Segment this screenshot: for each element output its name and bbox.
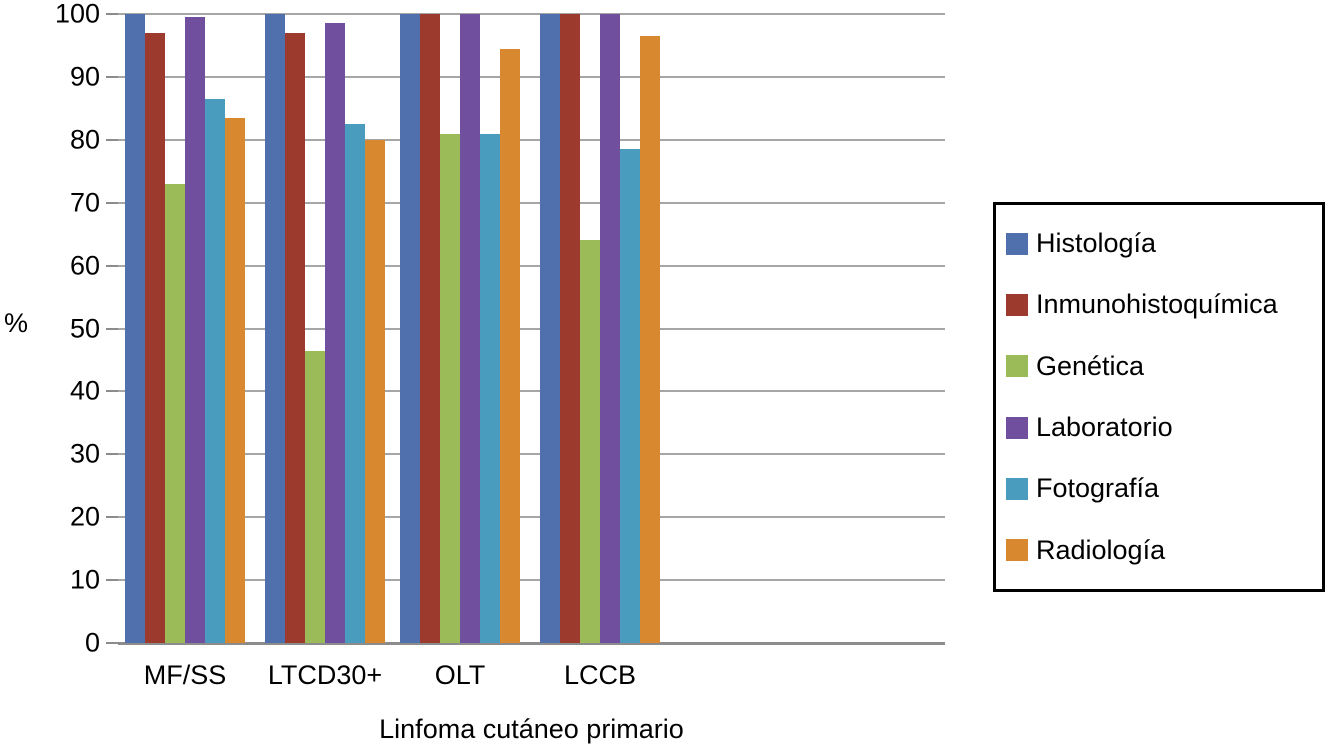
bar-laboratorio [325, 23, 345, 643]
y-tick-label: 100 [54, 0, 100, 29]
legend-label: Radiología [1036, 534, 1166, 565]
legend-swatch-icon [1006, 539, 1028, 562]
legend-item-inmunohistoqu-mica: Inmunohistoquímica [1006, 289, 1322, 320]
legend-item-radiolog-a: Radiología [1006, 535, 1322, 566]
bar-group-olt [400, 14, 520, 643]
legend-label: Inmunohistoquímica [1036, 289, 1278, 320]
bar-radiolog-a [225, 117, 245, 643]
bar-radiolog-a [640, 36, 660, 643]
gridline [118, 75, 945, 78]
gridline [118, 138, 945, 141]
y-tick-mark [106, 13, 118, 15]
gridline [118, 327, 945, 330]
bar-inmunohistoqu-mica [285, 32, 305, 643]
y-tick-mark [106, 264, 118, 267]
y-tick-label: 70 [69, 187, 100, 218]
y-tick-mark [106, 579, 118, 582]
x-tick-label: MF/SS [143, 660, 227, 690]
gridline [118, 579, 945, 582]
y-tick-label: 90 [69, 61, 100, 92]
legend-item-laboratorio: Laboratorio [1006, 412, 1322, 443]
gridline [118, 13, 945, 15]
bar-histolog-a [400, 14, 420, 643]
bar-gen-tica [305, 350, 325, 643]
x-tick-label: LCCB [563, 660, 637, 690]
gridline [118, 390, 945, 393]
y-tick-label: 60 [69, 250, 100, 281]
y-tick-mark [106, 327, 118, 330]
bar-group-ltcd30- [265, 14, 385, 643]
bar-histolog-a [540, 14, 560, 643]
legend-label: Histología [1036, 228, 1157, 259]
y-tick-label: 40 [69, 375, 100, 406]
y-tick-mark [106, 138, 118, 141]
bar-radiolog-a [365, 139, 385, 643]
x-tick-label: LTCD30+ [267, 660, 383, 690]
legend-swatch-icon [1006, 293, 1028, 316]
bar-group-lccb [540, 14, 660, 643]
bar-fotograf-a [345, 124, 365, 643]
bar-histolog-a [125, 14, 145, 643]
y-tick-mark [106, 516, 118, 519]
legend-label: Fotografía [1036, 473, 1160, 504]
bar-gen-tica [440, 133, 460, 643]
gridline [118, 453, 945, 456]
y-axis-title: % [4, 308, 29, 338]
legend-item-histolog-a: Histología [1006, 228, 1322, 259]
y-tick-label: 50 [69, 313, 100, 343]
y-tick-label: 0 [84, 627, 100, 658]
y-tick-mark [106, 642, 118, 644]
y-tick-mark [106, 453, 118, 456]
plot-area [106, 13, 945, 645]
y-tick-mark [106, 75, 118, 78]
y-tick-mark [106, 201, 118, 204]
legend-swatch-icon [1006, 477, 1028, 500]
legend-label: Genética [1036, 350, 1145, 381]
bar-fotograf-a [205, 98, 225, 643]
bar-laboratorio [185, 17, 205, 643]
legend-item-fotograf-a: Fotografía [1006, 473, 1322, 504]
x-axis-line [118, 642, 945, 645]
bar-gen-tica [580, 240, 600, 643]
bar-laboratorio [460, 14, 480, 643]
bar-laboratorio [600, 14, 620, 643]
bar-group-mf-ss [125, 14, 245, 643]
y-tick-label: 30 [69, 438, 100, 469]
gridline [118, 201, 945, 204]
bar-histolog-a [265, 14, 285, 643]
bar-gen-tica [165, 183, 185, 643]
legend-swatch-icon [1006, 232, 1028, 255]
y-tick-label: 10 [69, 564, 100, 595]
y-tick-label: 80 [69, 124, 100, 155]
gridline [118, 264, 945, 267]
legend: Histología Inmunohistoquímica Genética Labo… [993, 202, 1325, 592]
y-tick-mark [106, 390, 118, 393]
bar-inmunohistoqu-mica [145, 32, 165, 643]
x-axis-title: Linfoma cutáneo primario [379, 714, 684, 744]
bar-inmunohistoqu-mica [420, 14, 440, 643]
legend-swatch-icon [1006, 355, 1028, 378]
legend-item-gen-tica: Genética [1006, 351, 1322, 382]
bar-fotograf-a [620, 149, 640, 643]
legend-swatch-icon [1006, 416, 1028, 439]
bar-inmunohistoqu-mica [560, 14, 580, 643]
bar-fotograf-a [480, 133, 500, 643]
y-tick-label: 20 [69, 501, 100, 532]
x-tick-label: OLT [434, 660, 486, 690]
legend-label: Laboratorio [1036, 412, 1173, 443]
bar-radiolog-a [500, 48, 520, 643]
gridline [118, 516, 945, 519]
